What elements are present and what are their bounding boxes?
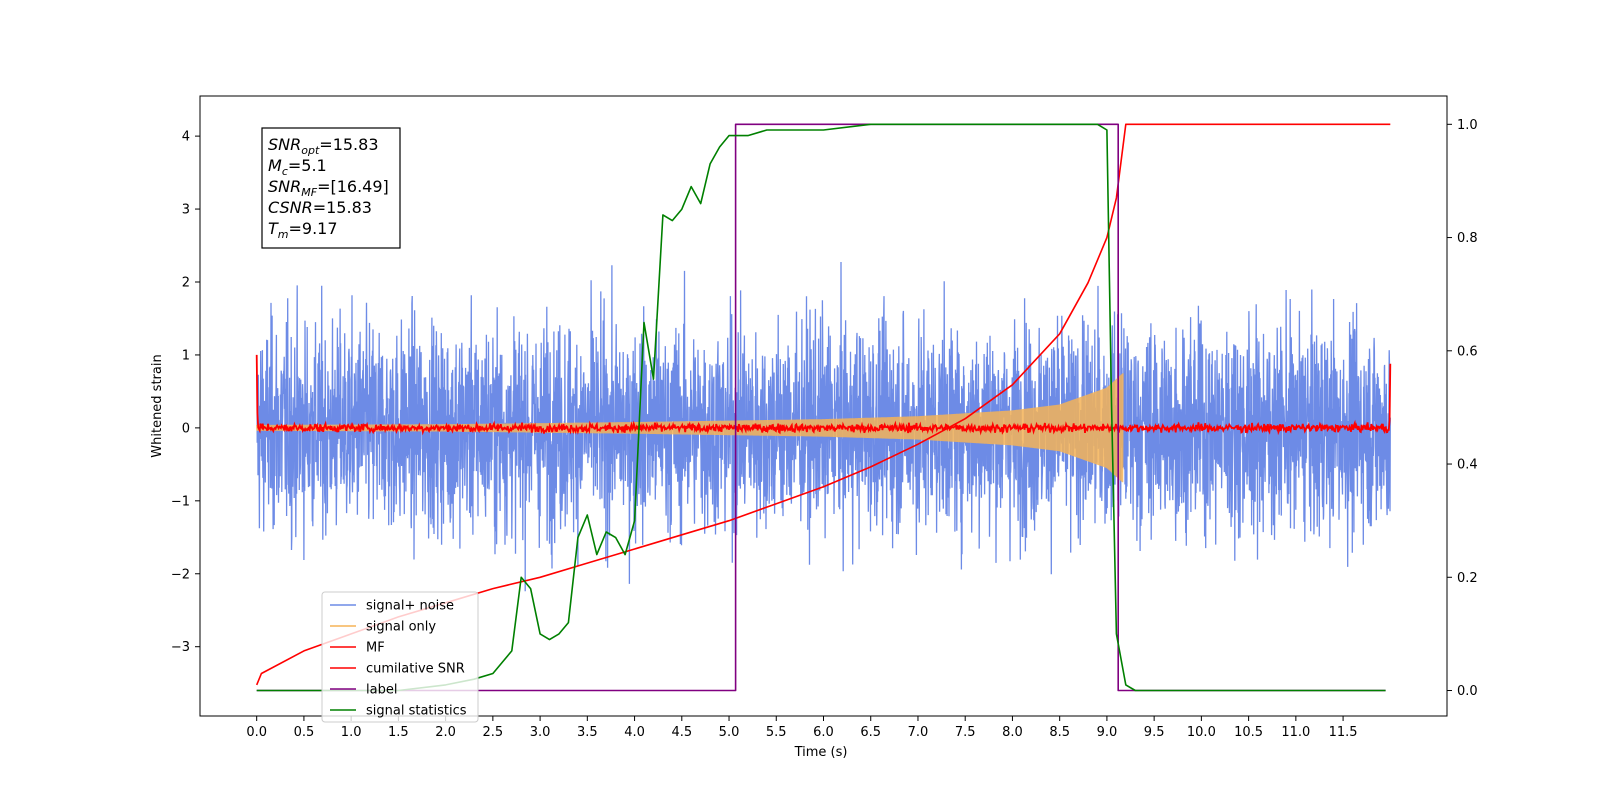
x-tick-label: 3.0	[530, 725, 551, 740]
y-tick-label: 4	[182, 130, 190, 145]
series-signal-only	[256, 373, 1124, 483]
info-line: SNRMF=[16.49]	[268, 177, 389, 199]
legend-label: signal statistics	[366, 704, 467, 719]
legend-label: MF	[366, 641, 385, 656]
info-box: SNRopt=15.83Mc=5.1SNRMF=[16.49]CSNR=15.8…	[261, 127, 401, 249]
y-tick-label: 3	[182, 203, 190, 218]
info-symbol: CSNR	[268, 198, 313, 217]
x-axis-label: Time (s)	[794, 745, 848, 760]
series-label	[256, 123, 1386, 692]
x-tick-label: 6.5	[860, 725, 881, 740]
info-symbol: SNR	[268, 135, 301, 154]
x-tick-label: 1.0	[341, 725, 362, 740]
x-tick-label: 10.5	[1234, 725, 1263, 740]
info-subscript: opt	[301, 144, 320, 157]
x-tick-label: 3.5	[577, 725, 598, 740]
x-tick-label: 6.0	[813, 725, 834, 740]
info-line: SNRopt=15.83	[268, 135, 379, 157]
legend-label: signal only	[366, 620, 436, 635]
x-axis: 0.0 0.5 1.0 1.5 2.0 2.5 3.0 3.5 4.0 4.5 5.0 5.5 6.0 6…	[246, 716, 1358, 740]
info-subscript: MF	[301, 186, 317, 199]
info-value: =5.1	[288, 156, 327, 175]
y2-tick-label: 0.4	[1457, 458, 1478, 473]
legend-frame	[321, 591, 479, 723]
y-tick-label: −2	[171, 567, 190, 582]
info-value: =15.83	[313, 198, 372, 217]
x-tick-label: 10.0	[1187, 725, 1216, 740]
info-value: =15.83	[319, 135, 378, 154]
y-axis-label: Whitened strain	[150, 354, 165, 457]
legend: signal+ noise signal only MF cumilative SNR…	[321, 591, 479, 723]
y-axis-left: −3 −2 −1 0 1 2 3 4	[171, 130, 200, 655]
series-signal-statistics	[256, 123, 1386, 692]
x-tick-label: 5.0	[719, 725, 740, 740]
x-tick-label: 2.0	[435, 725, 456, 740]
info-symbol: SNR	[268, 177, 301, 196]
y2-tick-label: 0.0	[1457, 684, 1478, 699]
y-tick-label: 1	[182, 348, 190, 363]
x-tick-label: 4.5	[671, 725, 692, 740]
info-symbol: T	[268, 219, 279, 238]
y2-tick-label: 0.2	[1457, 571, 1478, 586]
legend-label: signal+ noise	[366, 599, 454, 614]
legend-label: cumilative SNR	[366, 662, 465, 677]
series-mf	[255, 354, 1392, 436]
x-tick-label: 2.5	[483, 725, 504, 740]
y2-tick-label: 0.6	[1457, 344, 1478, 359]
info-line: Tm=9.17	[268, 219, 338, 241]
info-line: CSNR=15.83	[268, 198, 372, 217]
x-tick-label: 4.0	[624, 725, 645, 740]
legend-label: label	[366, 683, 397, 698]
y-tick-label: −3	[171, 640, 190, 655]
x-tick-label: 0.5	[294, 725, 315, 740]
x-tick-label: 5.5	[766, 725, 787, 740]
info-value: =9.17	[289, 219, 338, 238]
series-signal-noise	[256, 261, 1391, 592]
info-symbol: M	[268, 156, 282, 175]
x-tick-label: 9.5	[1144, 725, 1165, 740]
y-tick-label: 2	[182, 276, 190, 291]
x-tick-label: 7.5	[955, 725, 976, 740]
info-value: =[16.49]	[317, 177, 389, 196]
x-tick-label: 0.0	[246, 725, 267, 740]
y2-tick-label: 1.0	[1457, 118, 1478, 133]
y2-tick-label: 0.8	[1457, 231, 1478, 246]
x-tick-label: 11.0	[1281, 725, 1310, 740]
y-tick-label: −1	[171, 494, 190, 509]
y-axis-right: 0.0 0.2 0.4 0.6 0.8 1.0	[1447, 118, 1478, 699]
y-tick-label: 0	[182, 421, 190, 436]
info-subscript: m	[278, 228, 289, 241]
x-tick-label: 8.0	[1002, 725, 1023, 740]
x-tick-label: 8.5	[1049, 725, 1070, 740]
x-tick-label: 1.5	[388, 725, 409, 740]
x-tick-label: 9.0	[1097, 725, 1118, 740]
info-line: Mc=5.1	[268, 156, 327, 178]
info-subscript: c	[282, 165, 288, 178]
x-tick-label: 7.0	[908, 725, 929, 740]
x-tick-label: 11.5	[1329, 725, 1358, 740]
info-box-frame	[261, 127, 401, 249]
